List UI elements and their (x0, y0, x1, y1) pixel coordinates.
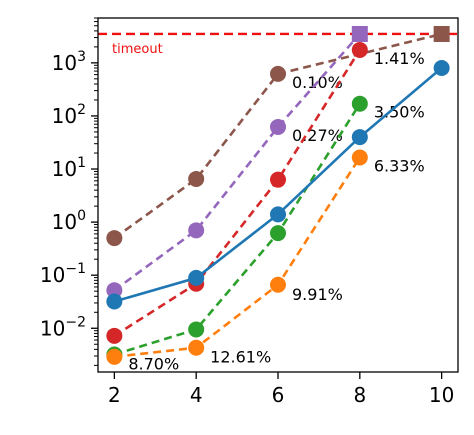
series-3-point-3 (351, 95, 368, 112)
series-1-point-2 (270, 118, 286, 135)
x-tick-label-0: 2 (108, 383, 121, 407)
series-0-point-1 (188, 170, 205, 187)
series-5-point-3 (351, 129, 368, 146)
series-2-point-2 (270, 171, 286, 188)
series-3-annotation: 3.50% (374, 103, 425, 122)
series-3-point-1 (188, 321, 205, 338)
x-tick-label-4: 10 (429, 383, 454, 407)
series-2-point-0 (106, 327, 123, 344)
series-2-annotation: 1.41% (374, 49, 425, 68)
series-5-point-4 (433, 60, 450, 77)
annotation-1: 12.61% (210, 348, 271, 367)
x-tick-label-3: 8 (353, 383, 366, 407)
series-0-timeout-marker (433, 25, 450, 42)
series-0-point-0 (106, 230, 123, 247)
axes: 2 4 6 8 10 10−2 10−1 100 101 102 103 (40, 17, 454, 407)
series-1-point-0 (106, 282, 123, 299)
series-1-timeout-marker (351, 25, 368, 42)
series-4-point-3 (351, 149, 368, 166)
y-tick-label-1: 10−1 (40, 261, 86, 287)
x-tick-label-1: 4 (190, 383, 203, 407)
series-line-3 (114, 103, 361, 356)
y-tick-label-2: 100 (52, 208, 86, 234)
y-tick-label-5: 103 (52, 49, 86, 75)
series-4-point-2 (270, 276, 286, 293)
y-tick-label-3: 101 (52, 155, 86, 181)
series-4-point-1 (188, 339, 205, 356)
series-line-2 (113, 49, 361, 337)
series-5-point-0 (106, 293, 123, 310)
series-5-point-2 (270, 206, 286, 223)
series-1-point-1 (188, 222, 205, 239)
series-5-point-1 (188, 269, 205, 286)
series-1-annotation: 0.27% (292, 126, 343, 145)
series-3-point-2 (270, 225, 286, 242)
series-line-4 (114, 156, 361, 359)
annotation-0: 8.70% (128, 355, 179, 374)
timeout-label: timeout (112, 42, 163, 57)
y-tick-label-4: 102 (52, 102, 86, 128)
series-0-point-2 (270, 65, 286, 82)
series-4-annotation: 6.33% (374, 156, 425, 175)
series-2-point-3 (351, 41, 368, 58)
x-tick-label-2: 6 (272, 383, 285, 407)
y-tick-label-0: 10−2 (40, 314, 86, 340)
annotation-2: 9.91% (292, 285, 343, 304)
series-4-point-0 (106, 348, 123, 365)
